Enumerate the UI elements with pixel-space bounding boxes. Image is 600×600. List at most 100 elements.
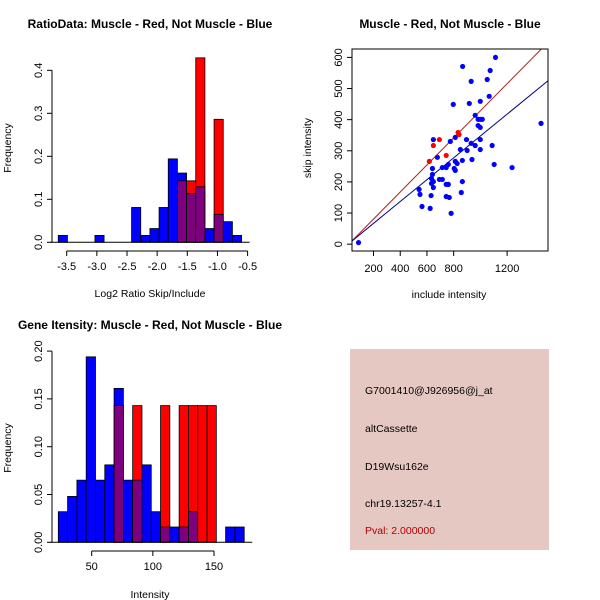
blue-bar: [95, 479, 106, 543]
x-tick-label: -3.5: [57, 261, 76, 273]
blue-point: [416, 186, 422, 192]
blue-point: [459, 157, 465, 164]
blue-point: [463, 136, 470, 143]
x-tick-label: -1.0: [208, 261, 227, 273]
y-tick-label: 0.00: [33, 532, 45, 553]
blue-point: [468, 78, 474, 84]
y-tick-label: 0.15: [33, 388, 45, 409]
overlap-bar: [188, 511, 199, 543]
y-tick-label: 400: [333, 110, 345, 128]
red-point: [443, 152, 449, 159]
not-muscle-fit-line: [352, 80, 548, 242]
blue-point: [445, 181, 451, 187]
overlap-bar: [195, 186, 206, 243]
blue-point: [484, 76, 490, 83]
blue-point: [469, 156, 475, 163]
x-tick-label: 600: [418, 263, 436, 275]
red-bar: [160, 405, 171, 543]
x-tick-label: -3.0: [87, 261, 106, 273]
y-axis-label: skip intensity: [302, 117, 314, 178]
blue-point: [486, 93, 492, 99]
blue-point: [417, 191, 423, 197]
x-tick-label: -2.5: [118, 261, 137, 273]
red-point: [436, 136, 442, 143]
overlap-bar: [177, 180, 187, 243]
blue-point: [429, 171, 436, 178]
event-type: altCassette: [365, 423, 418, 435]
y-tick-label: 600: [333, 48, 345, 66]
plot-box: [351, 48, 549, 252]
y-tick-label: 0.05: [33, 484, 45, 505]
blue-point: [487, 67, 493, 74]
blue-point: [452, 134, 458, 140]
overlap-bar: [213, 213, 224, 243]
blue-point: [459, 178, 465, 185]
chart-title: RatioData: Muscle - Red, Not Muscle - Bl…: [28, 17, 273, 31]
blue-point: [468, 140, 474, 146]
blue-point: [464, 147, 470, 154]
blue-point: [466, 100, 472, 107]
x-tick-label: 1200: [495, 263, 519, 275]
red-point: [430, 142, 436, 149]
x-tick-label: 50: [86, 561, 98, 573]
blue-point: [492, 54, 499, 61]
blue-bar: [94, 235, 105, 243]
blue-point: [439, 176, 445, 183]
blue-point: [355, 239, 362, 246]
overlap-bar: [132, 479, 143, 543]
y-tick-label: 0: [333, 241, 345, 247]
blue-point: [477, 146, 483, 153]
x-tick-label: 800: [444, 263, 462, 275]
blue-point: [472, 142, 478, 149]
red-bar: [178, 405, 189, 543]
info-panel: G7001410@J926956@j_at altCassette D19Wsu…: [350, 349, 549, 550]
x-tick-label: 400: [391, 263, 409, 275]
red-bar: [206, 405, 217, 543]
blue-point: [428, 192, 434, 199]
overlap-bar: [186, 193, 197, 243]
x-tick-label: 200: [364, 263, 382, 275]
chromosome-location: chr19.13257-4.1: [365, 498, 442, 510]
y-tick-label: 200: [333, 173, 345, 191]
y-axis-label: Frequency: [2, 422, 14, 472]
blue-bar: [234, 526, 245, 543]
blue-point: [439, 164, 445, 171]
blue-bar: [76, 479, 87, 543]
blue-bar: [150, 511, 161, 543]
blue-point: [475, 116, 481, 122]
y-tick-label: 0.2: [33, 149, 45, 164]
y-tick-label: 0.4: [33, 63, 45, 78]
red-point: [456, 131, 462, 138]
chart-title: Muscle - Red, Not Muscle - Blue: [359, 17, 541, 31]
blue-bar: [204, 228, 215, 243]
blue-point: [509, 164, 515, 171]
pval-text: Pval: 2.000000: [365, 525, 436, 537]
blue-point: [489, 142, 495, 149]
y-axis-label: Frequency: [2, 122, 14, 172]
blue-bar: [141, 464, 152, 543]
blue-bar: [158, 207, 169, 243]
blue-point: [445, 161, 451, 168]
y-tick-label: 0.3: [33, 106, 45, 121]
blue-point: [452, 167, 458, 173]
blue-bar: [225, 526, 236, 543]
y-tick-label: 300: [333, 142, 345, 160]
blue-bar: [169, 526, 180, 543]
blue-point: [429, 165, 436, 172]
blue-point: [458, 189, 464, 196]
x-axis-label: include intensity: [412, 289, 487, 301]
x-axis-label: Intensity: [130, 589, 170, 600]
blue-bar: [85, 356, 96, 543]
blue-point: [538, 120, 544, 126]
overlap-bar: [113, 405, 124, 543]
blue-bar: [57, 511, 69, 543]
overlap-bar: [160, 526, 171, 543]
y-tick-label: 100: [333, 204, 345, 222]
red-bar: [197, 405, 208, 543]
y-tick-label: 0.1: [33, 192, 45, 207]
x-tick-label: -2.0: [148, 261, 167, 273]
blue-point: [477, 124, 483, 131]
blue-point: [446, 194, 452, 201]
overlap-bar: [178, 526, 189, 543]
